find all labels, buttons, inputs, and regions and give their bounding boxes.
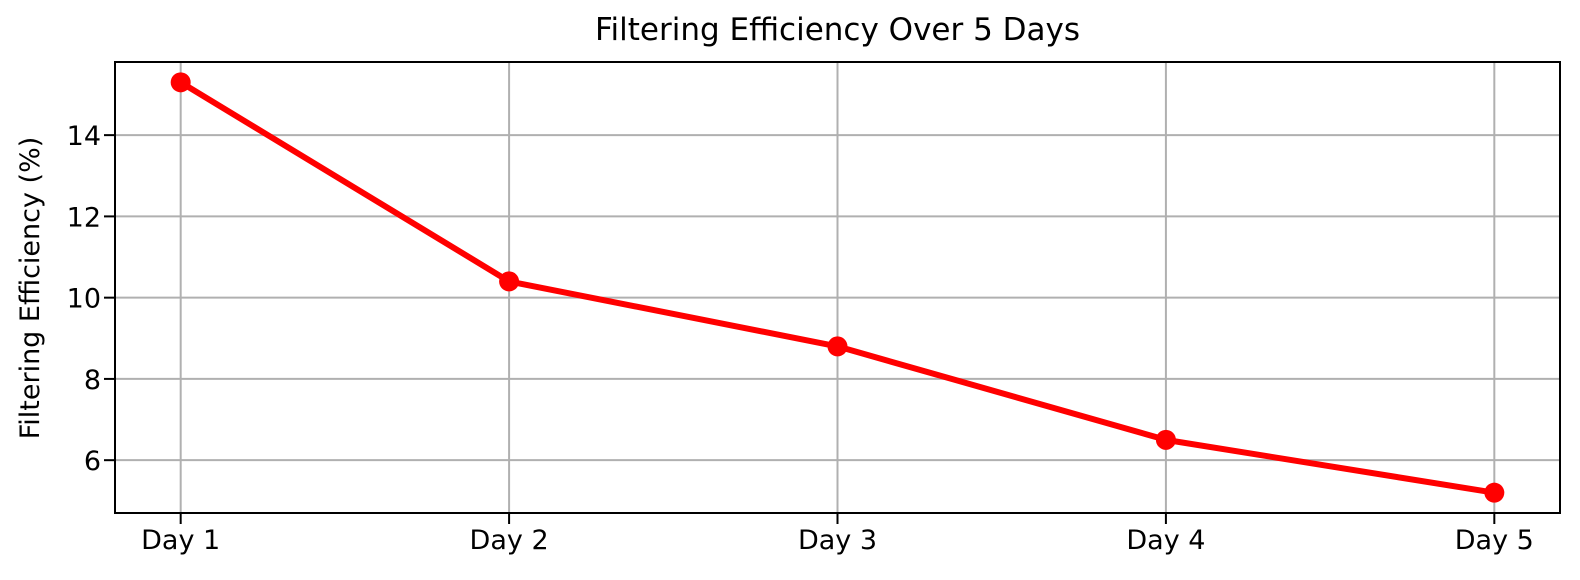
x-tick-label: Day 1 [141, 525, 220, 556]
x-tick-label: Day 5 [1455, 525, 1534, 556]
y-tick-label: 12 [67, 202, 101, 233]
x-tick-label: Day 3 [798, 525, 877, 556]
y-axis-label: Filtering Efficiency (%) [15, 136, 46, 440]
x-tick-label: Day 2 [470, 525, 549, 556]
plot-border [114, 61, 1561, 514]
y-tick-label: 6 [84, 446, 101, 477]
y-tick-label: 10 [67, 284, 101, 315]
y-tick-label: 14 [67, 121, 101, 152]
y-tick-label: 8 [84, 365, 101, 396]
data-point [499, 271, 520, 292]
x-tick-label: Day 4 [1126, 525, 1205, 556]
data-point [1155, 429, 1176, 450]
data-point [170, 72, 191, 93]
data-point [827, 336, 848, 357]
data-point [1484, 482, 1505, 503]
chart-title: Filtering Efficiency Over 5 Days [594, 12, 1081, 48]
